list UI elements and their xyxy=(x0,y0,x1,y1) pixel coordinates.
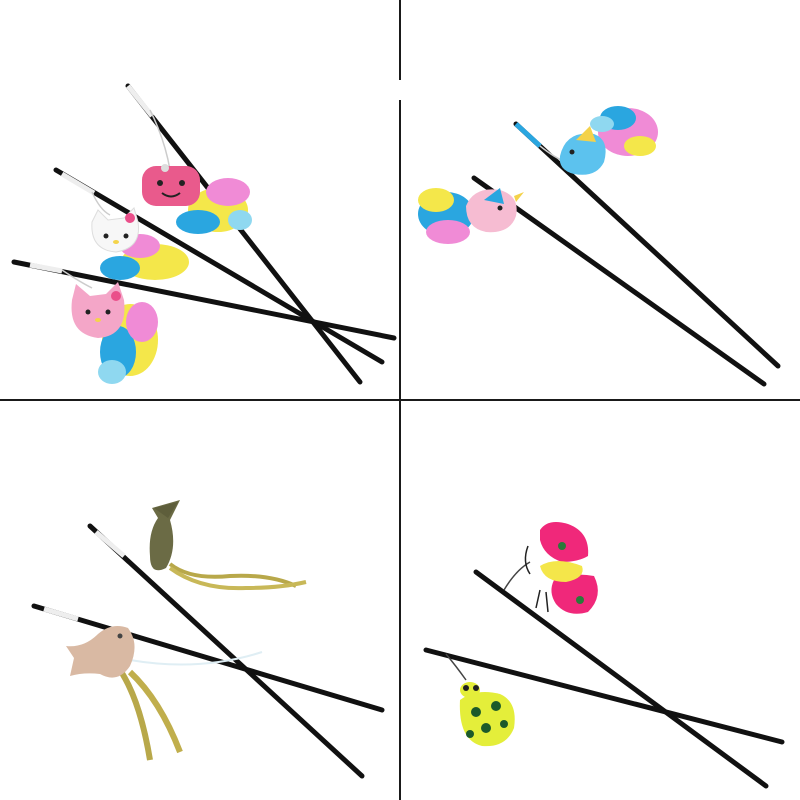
wand-stick xyxy=(423,647,785,745)
wand-stick xyxy=(87,523,365,779)
pink-bear-toy xyxy=(142,164,252,234)
feather-tuft xyxy=(418,188,474,244)
beige-fish-toy xyxy=(66,626,263,761)
wand-stick xyxy=(53,167,385,365)
green-fish-toy xyxy=(149,500,307,591)
blue-bird-toy xyxy=(559,106,658,175)
feather-tuft xyxy=(176,178,252,234)
feather-tuft xyxy=(100,234,189,280)
ladybug-toy xyxy=(459,682,515,747)
butterfly-toy xyxy=(524,522,598,614)
pink-bird-toy xyxy=(418,188,524,244)
panel-top-left xyxy=(11,83,397,385)
panel-bottom-right xyxy=(423,522,785,789)
white-cat-toy xyxy=(91,207,189,280)
wand-stick xyxy=(11,259,397,341)
panel-bottom-left xyxy=(31,500,385,779)
wand-stick xyxy=(471,175,767,387)
panel-top-right xyxy=(418,106,781,387)
wand-stick xyxy=(513,121,781,369)
wand-stick xyxy=(31,603,385,713)
pink-cat-toy xyxy=(71,282,158,384)
wand-stick xyxy=(125,83,363,385)
wand-stick xyxy=(473,569,769,789)
feather-tuft xyxy=(590,106,658,156)
